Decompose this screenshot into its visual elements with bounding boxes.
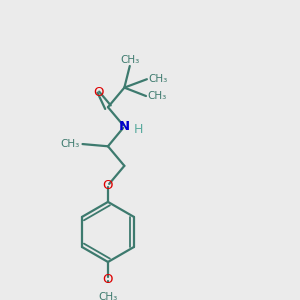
Text: CH₃: CH₃ bbox=[61, 139, 80, 149]
Text: N: N bbox=[119, 120, 130, 133]
Text: CH₃: CH₃ bbox=[147, 91, 167, 101]
Text: CH₃: CH₃ bbox=[120, 55, 140, 65]
Text: O: O bbox=[93, 86, 104, 99]
Text: CH₃: CH₃ bbox=[148, 74, 167, 84]
Text: O: O bbox=[103, 179, 113, 192]
Text: H: H bbox=[134, 123, 143, 136]
Text: O: O bbox=[103, 273, 113, 286]
Text: CH₃: CH₃ bbox=[98, 292, 118, 300]
